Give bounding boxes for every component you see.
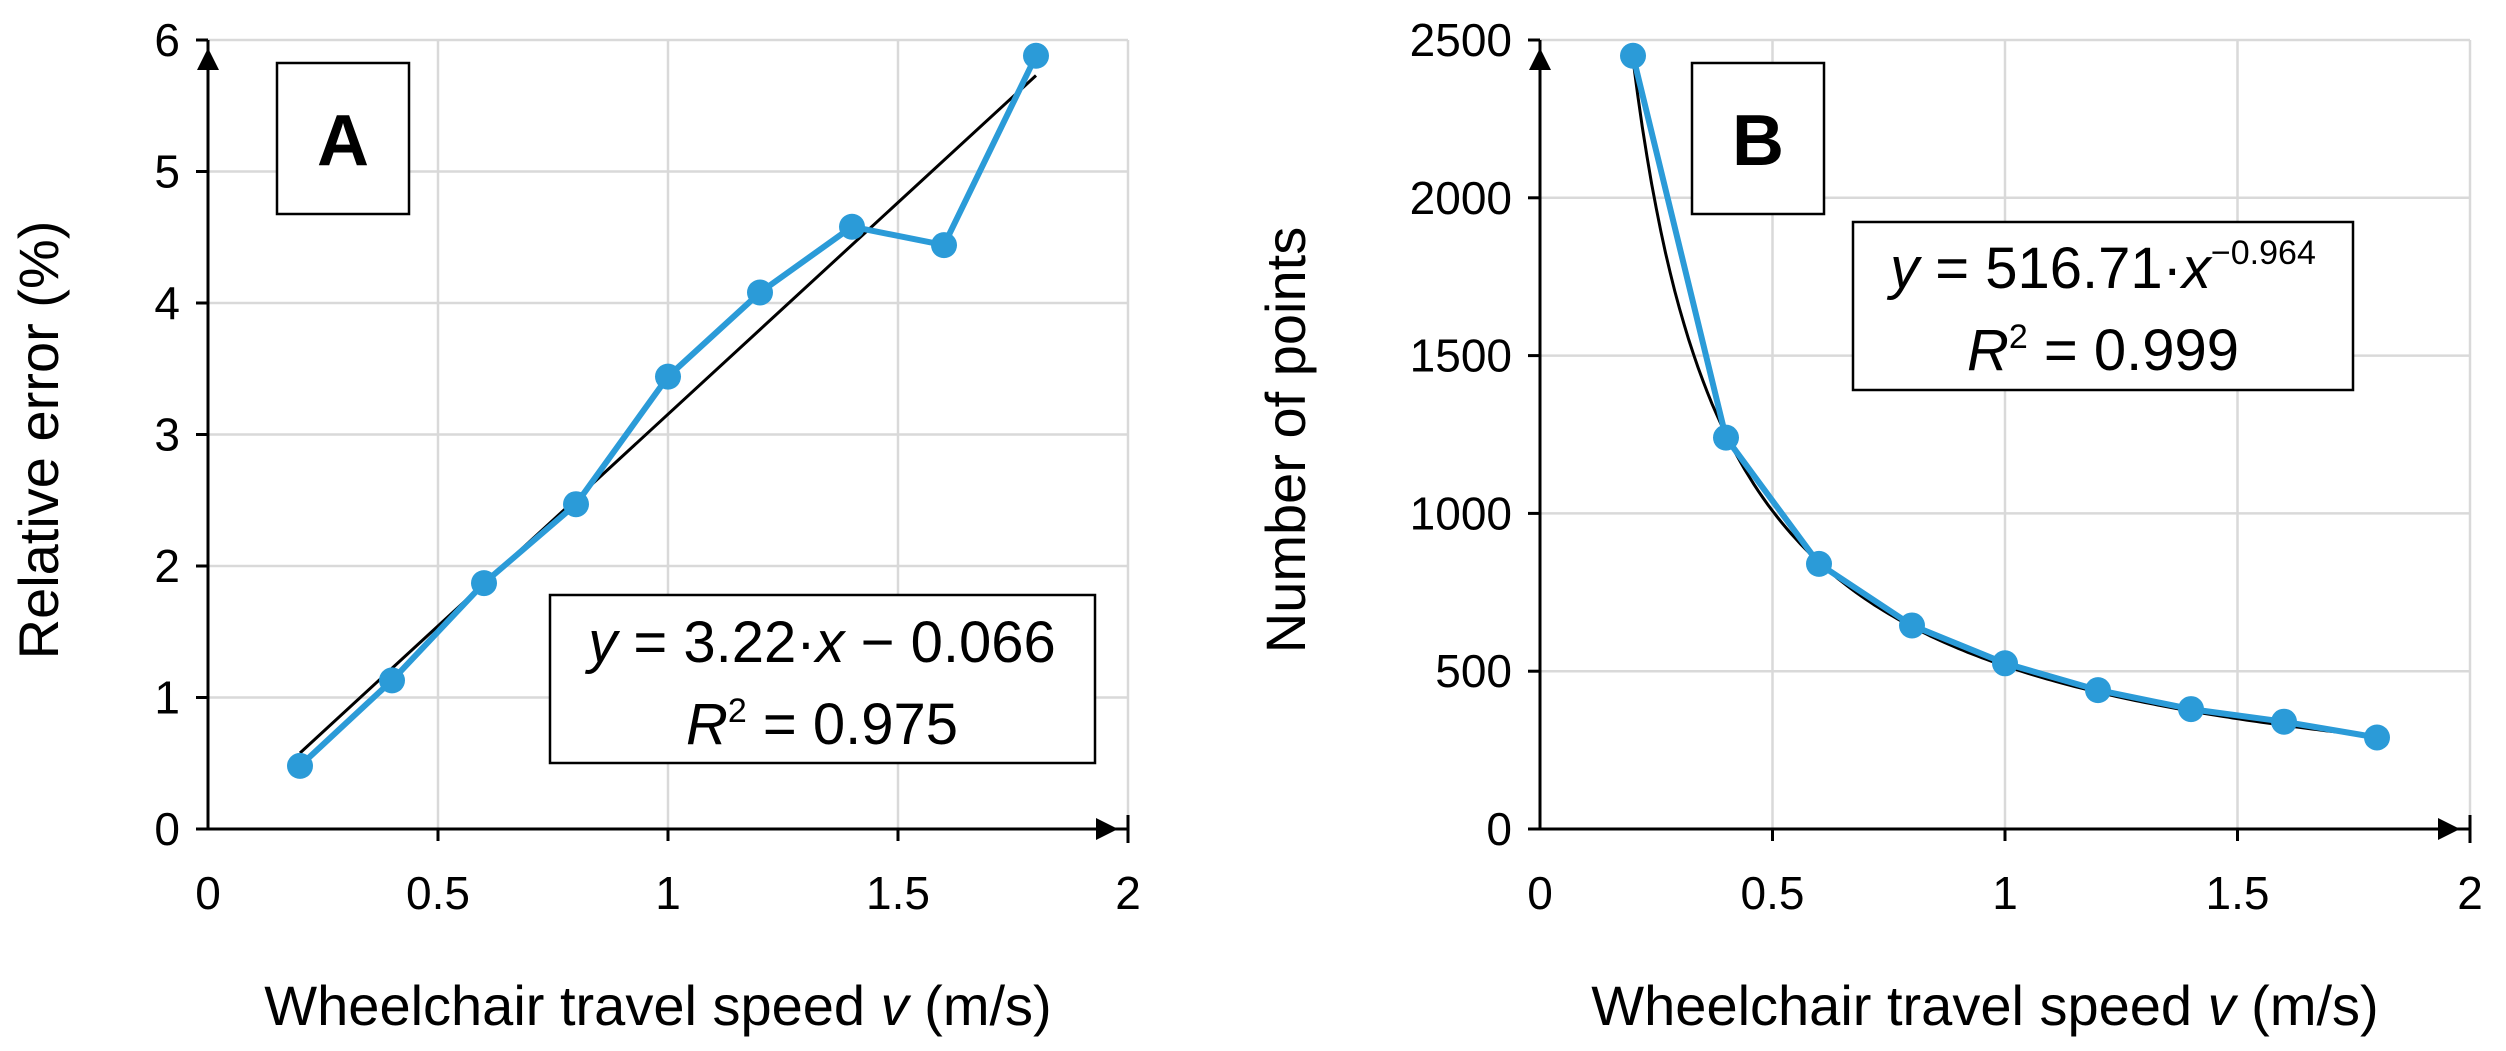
y-tick-label: 4 bbox=[154, 277, 180, 329]
data-point bbox=[2364, 724, 2390, 751]
panel-label-text: A bbox=[317, 101, 369, 181]
data-point bbox=[287, 752, 313, 779]
data-series bbox=[1620, 42, 2390, 751]
y-tick-label: 1 bbox=[154, 672, 180, 724]
panel-label-box bbox=[275, 61, 411, 216]
trendline bbox=[298, 74, 1038, 755]
r-squared-line: R2 = 0.975 bbox=[686, 692, 958, 757]
y-tick-label: 2500 bbox=[1410, 14, 1512, 66]
x-tick-label: 1.5 bbox=[2206, 867, 2270, 919]
chart-panel-a: 0 0.5 1 1.5 2 0 1 2 3 4 5 6 Relative error (%) Whee… bbox=[7, 14, 1141, 1037]
tick-labels: 0 0.5 1 1.5 2 0 1 2 3 4 5 6 bbox=[154, 14, 1140, 919]
data-point bbox=[655, 363, 681, 390]
x-tick-label: 1.5 bbox=[866, 867, 930, 919]
x-tick-label: 1 bbox=[1992, 867, 2018, 919]
y-axis-title: Number of points bbox=[1254, 227, 1317, 653]
y-tick-label: 1500 bbox=[1410, 330, 1512, 382]
equation-box bbox=[1851, 220, 2355, 392]
tick-labels: 0 0.5 1 1.5 2 0 500 1000 1500 2000 2500 bbox=[1410, 14, 2483, 919]
x-axis-title: Wheelchair travel speed v (m/s) bbox=[1591, 974, 2378, 1037]
x-tick-label: 0.5 bbox=[1741, 867, 1805, 919]
x-tick-label: 2 bbox=[1115, 867, 1141, 919]
equation-box-a: y = 3.22·x − 0.066 R2 = 0.975 bbox=[548, 593, 1097, 765]
panel-label-text: B bbox=[1732, 101, 1784, 181]
axes bbox=[196, 38, 1130, 843]
y-tick-label: 1000 bbox=[1410, 487, 1512, 539]
equation-box bbox=[548, 593, 1097, 765]
x-axis-arrow bbox=[2438, 818, 2460, 840]
chart-panel-b: 0 0.5 1 1.5 2 0 500 1000 1500 2000 2500 Number of … bbox=[1254, 14, 2483, 1037]
fit-line bbox=[298, 74, 1038, 755]
data-point bbox=[2271, 708, 2297, 735]
equation-line: y = 516.71·x−0.964 bbox=[1886, 234, 2316, 301]
axes bbox=[1528, 38, 2472, 843]
x-axis-arrow bbox=[1096, 818, 1118, 840]
data-point bbox=[1620, 42, 1646, 69]
x-tick-label: 0.5 bbox=[406, 867, 470, 919]
y-axis-arrow bbox=[197, 48, 219, 70]
equation-line: y = 3.22·x − 0.066 bbox=[584, 610, 1056, 675]
y-tick-label: 500 bbox=[1435, 645, 1512, 697]
data-point bbox=[563, 491, 589, 518]
data-point bbox=[931, 232, 957, 259]
data-point bbox=[2085, 677, 2111, 704]
y-tick-label: 6 bbox=[154, 14, 180, 66]
data-point bbox=[1806, 550, 1832, 577]
gridlines bbox=[1540, 38, 2472, 829]
y-tick-label: 0 bbox=[1486, 803, 1512, 855]
y-tick-label: 2 bbox=[154, 540, 180, 592]
data-point bbox=[471, 570, 497, 597]
r-squared-line: R2 = 0.999 bbox=[1967, 318, 2239, 383]
y-tick-label: 3 bbox=[154, 409, 180, 461]
x-axis-title: Wheelchair travel speed v (m/s) bbox=[264, 974, 1051, 1037]
y-tick-label: 2000 bbox=[1410, 172, 1512, 224]
x-tick-label: 2 bbox=[2457, 867, 2483, 919]
data-point bbox=[839, 213, 865, 240]
y-tick-label: 0 bbox=[154, 803, 180, 855]
x-tick-label: 0 bbox=[1527, 867, 1553, 919]
x-tick-label: 0 bbox=[195, 867, 221, 919]
data-point bbox=[1899, 612, 1925, 639]
gridlines bbox=[208, 38, 1130, 829]
panel-label-b: B bbox=[1690, 61, 1826, 216]
y-tick-label: 5 bbox=[154, 146, 180, 198]
y-axis-title: Relative error (%) bbox=[7, 221, 70, 660]
equation-box-b: y = 516.71·x−0.964 R2 = 0.999 bbox=[1851, 220, 2355, 392]
data-series bbox=[287, 42, 1049, 779]
data-point bbox=[1023, 42, 1049, 69]
data-point bbox=[747, 279, 773, 306]
panel-label-box bbox=[1690, 61, 1826, 216]
data-point bbox=[2178, 696, 2204, 723]
panel-label-a: A bbox=[275, 61, 411, 216]
data-point bbox=[1713, 424, 1739, 451]
y-axis-arrow bbox=[1529, 48, 1551, 70]
x-tick-label: 1 bbox=[655, 867, 681, 919]
data-point bbox=[379, 667, 405, 694]
data-point bbox=[1992, 650, 2018, 677]
